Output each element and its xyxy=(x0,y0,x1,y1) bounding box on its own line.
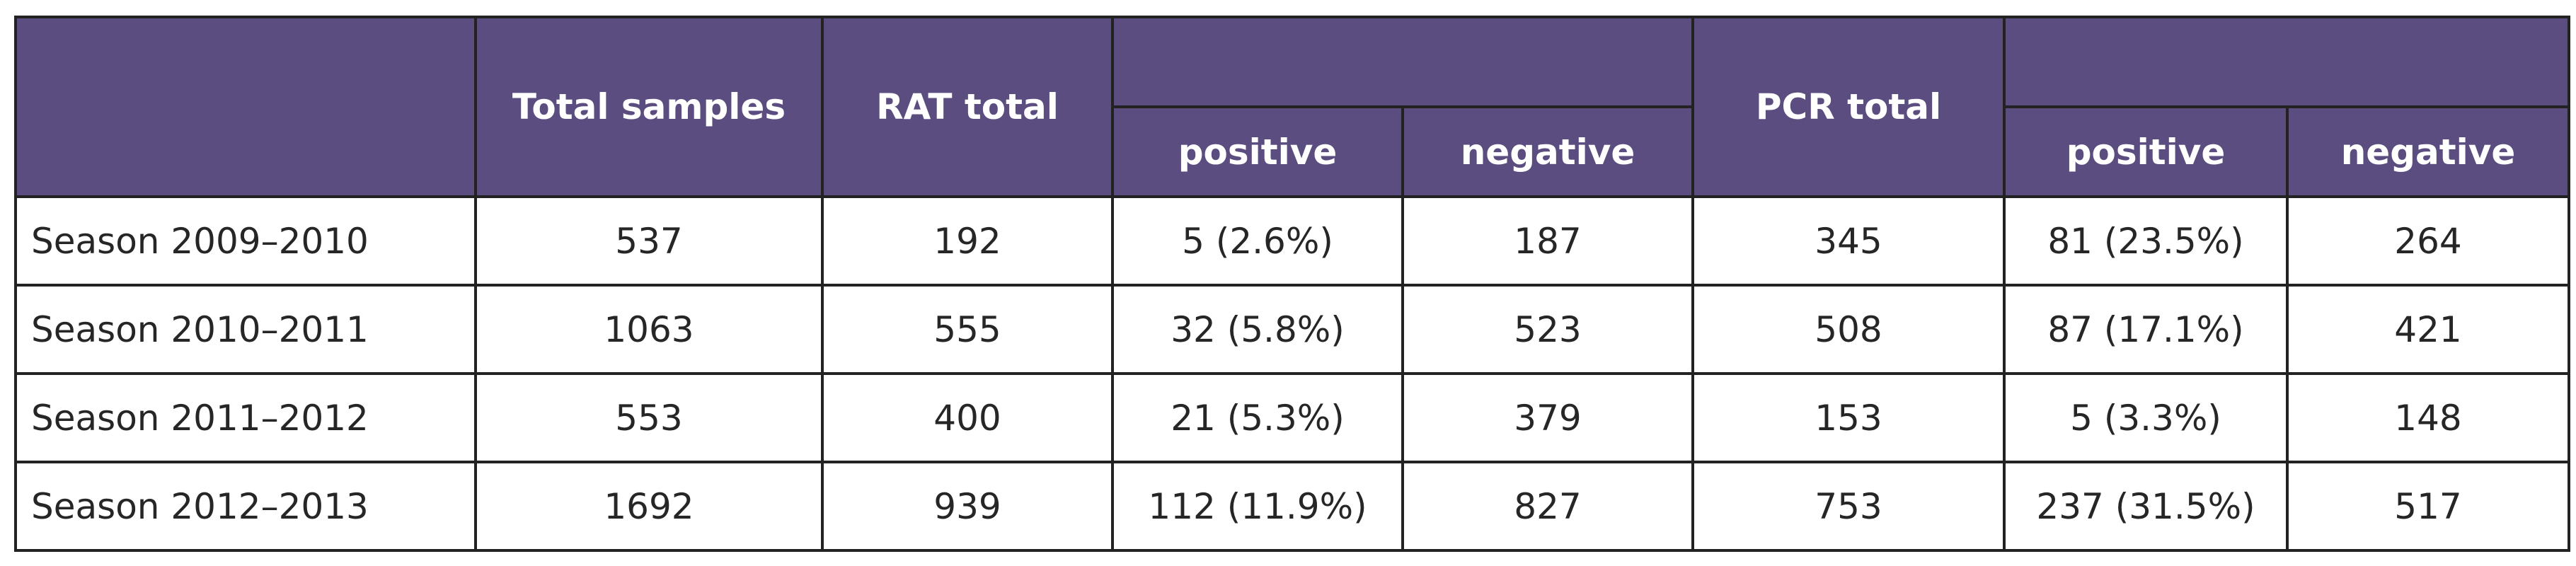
header-pcr-positive: positive xyxy=(2003,105,2289,198)
cell-total-samples: 1063 xyxy=(474,284,824,375)
cell-pcr-positive: 87 (17.1%) xyxy=(2003,284,2289,375)
cell-season: Season 2010–2011 xyxy=(14,284,477,375)
cell-total-samples: 537 xyxy=(474,195,824,287)
cell-rat-total: 939 xyxy=(821,461,1114,552)
cell-rat-total: 555 xyxy=(821,284,1114,375)
header-total-samples: Total samples xyxy=(474,16,824,198)
cell-season: Season 2011–2012 xyxy=(14,372,477,463)
cell-pcr-total: 345 xyxy=(1691,195,2006,287)
cell-pcr-negative: 264 xyxy=(2286,195,2570,287)
header-rat-positive: positive xyxy=(1111,105,1404,198)
cell-pcr-positive: 5 (3.3%) xyxy=(2003,372,2289,463)
cell-season: Season 2012–2013 xyxy=(14,461,477,552)
cell-rat-negative: 827 xyxy=(1401,461,1694,552)
cell-rat-positive: 21 (5.3%) xyxy=(1111,372,1404,463)
cell-pcr-negative: 421 xyxy=(2286,284,2570,375)
cell-rat-negative: 379 xyxy=(1401,372,1694,463)
header-pcr-total: PCR total xyxy=(1691,16,2006,198)
table-row: Season 2011–2012 553 400 21 (5.3%) 379 1… xyxy=(14,372,2570,463)
cell-rat-positive: 32 (5.8%) xyxy=(1111,284,1404,375)
cell-pcr-negative: 148 xyxy=(2286,372,2570,463)
cell-rat-positive: 5 (2.6%) xyxy=(1111,195,1404,287)
table-body: Season 2009–2010 537 192 5 (2.6%) 187 34… xyxy=(14,195,2570,552)
cell-rat-positive: 112 (11.9%) xyxy=(1111,461,1404,552)
header-rat-group xyxy=(1111,16,1694,108)
table-row: Season 2010–2011 1063 555 32 (5.8%) 523 … xyxy=(14,284,2570,375)
cell-pcr-positive: 81 (23.5%) xyxy=(2003,195,2289,287)
header-pcr-negative: negative xyxy=(2286,105,2570,198)
cell-pcr-total: 508 xyxy=(1691,284,2006,375)
cell-rat-total: 192 xyxy=(821,195,1114,287)
cell-pcr-total: 153 xyxy=(1691,372,2006,463)
cell-total-samples: 553 xyxy=(474,372,824,463)
cell-total-samples: 1692 xyxy=(474,461,824,552)
cell-rat-negative: 187 xyxy=(1401,195,1694,287)
cell-rat-negative: 523 xyxy=(1401,284,1694,375)
header-row-top: Total samples RAT total PCR total xyxy=(14,16,2570,198)
header-rat-total: RAT total xyxy=(821,16,1114,198)
results-table-container: Total samples RAT total PCR total positi… xyxy=(14,16,2570,552)
table-row: Season 2009–2010 537 192 5 (2.6%) 187 34… xyxy=(14,195,2570,287)
table-row: Season 2012–2013 1692 939 112 (11.9%) 82… xyxy=(14,461,2570,552)
header-row-sub: positive negative positive negative xyxy=(16,105,2570,198)
table-header: Total samples RAT total PCR total positi… xyxy=(14,16,2570,198)
header-rat-negative: negative xyxy=(1401,105,1694,198)
header-empty-corner xyxy=(14,16,477,198)
cell-season: Season 2009–2010 xyxy=(14,195,477,287)
header-pcr-group xyxy=(2003,16,2570,108)
results-table: Total samples RAT total PCR total positi… xyxy=(14,16,2570,552)
cell-pcr-negative: 517 xyxy=(2286,461,2570,552)
cell-rat-total: 400 xyxy=(821,372,1114,463)
cell-pcr-total: 753 xyxy=(1691,461,2006,552)
cell-pcr-positive: 237 (31.5%) xyxy=(2003,461,2289,552)
